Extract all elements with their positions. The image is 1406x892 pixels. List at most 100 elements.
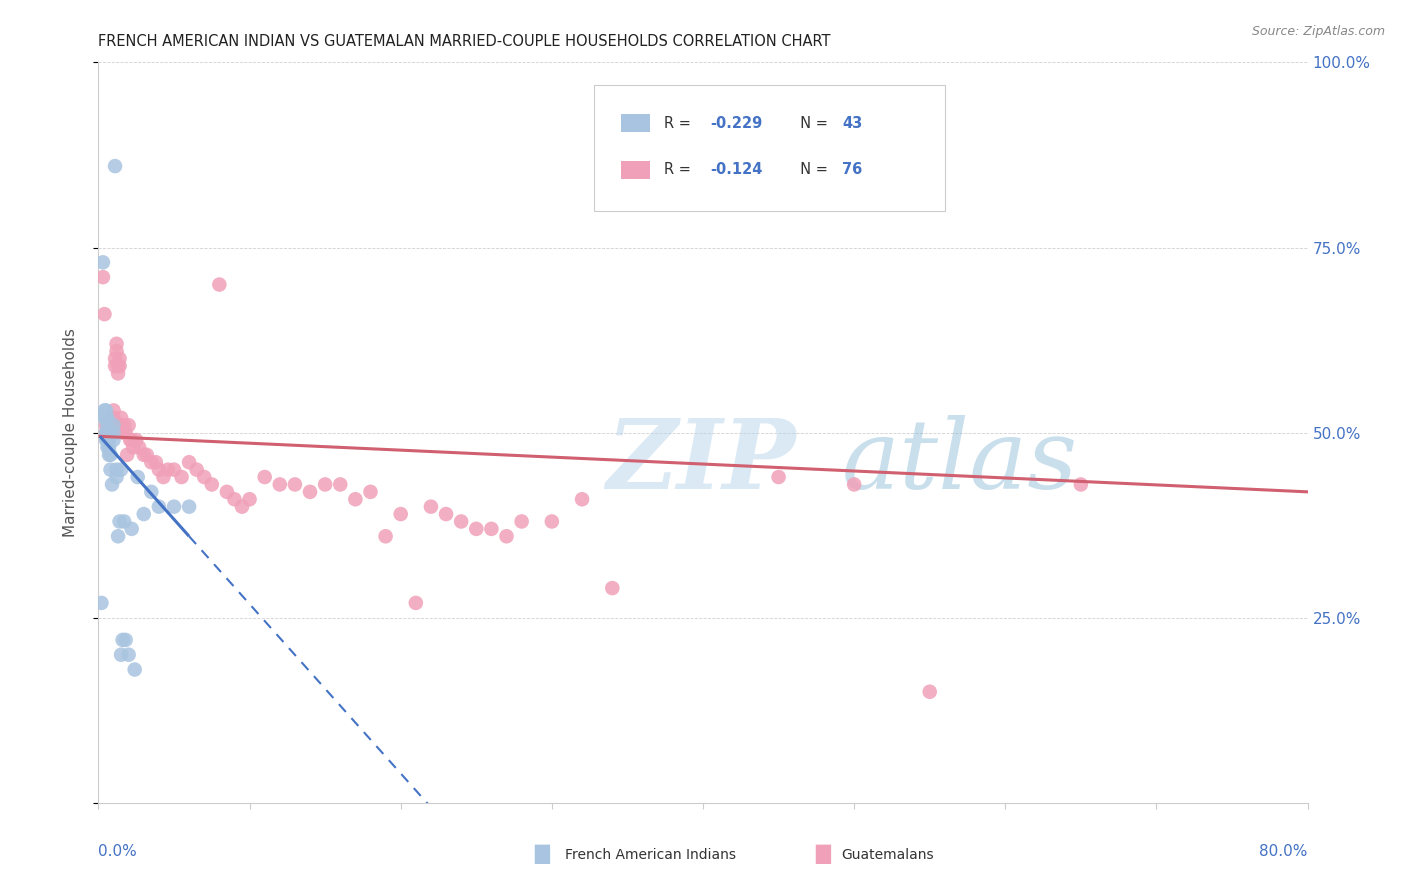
Bar (621, 161, 650, 178)
Point (110, 418, 132, 433)
Point (93, 307, 115, 321)
FancyBboxPatch shape (595, 85, 945, 211)
Point (284, 477, 307, 491)
Point (105, 336, 128, 351)
Text: Guatemalans: Guatemalans (841, 847, 934, 862)
Point (93, 410, 115, 425)
Point (104, 359, 127, 373)
Point (96, 433, 118, 447)
Point (91, 270, 114, 285)
Point (98, 425, 121, 440)
Point (101, 418, 124, 433)
Point (510, 515, 533, 529)
Point (148, 500, 170, 514)
Text: █: █ (534, 845, 550, 864)
Point (125, 433, 148, 447)
Point (98, 441, 121, 455)
Point (450, 515, 472, 529)
Text: ZIP: ZIP (606, 416, 796, 509)
Point (163, 462, 186, 476)
Point (128, 441, 150, 455)
Point (103, 418, 125, 433)
Point (481, 522, 503, 536)
Point (344, 492, 367, 507)
Point (208, 277, 231, 292)
Point (98, 433, 121, 447)
Point (118, 418, 141, 433)
Point (98, 425, 121, 440)
Point (121, 433, 143, 447)
Point (96, 418, 118, 433)
Point (152, 470, 174, 484)
Text: Source: ZipAtlas.com: Source: ZipAtlas.com (1251, 25, 1385, 38)
Point (114, 632, 136, 647)
Point (114, 425, 136, 440)
Point (94, 425, 117, 440)
Point (918, 685, 941, 699)
Point (132, 507, 155, 521)
Point (329, 477, 352, 491)
Text: 80.0%: 80.0% (1260, 845, 1308, 860)
Point (156, 462, 179, 476)
Point (179, 455, 201, 469)
Text: French American Indians: French American Indians (565, 847, 737, 862)
Point (94, 403, 117, 417)
Point (122, 441, 145, 455)
Text: 43: 43 (842, 116, 862, 130)
Point (94, 425, 117, 440)
Point (145, 455, 167, 469)
Point (405, 596, 427, 610)
Point (141, 484, 163, 499)
Point (107, 359, 129, 373)
Point (108, 351, 131, 366)
Point (121, 522, 143, 536)
Point (111, 632, 134, 647)
Point (94, 433, 117, 447)
Point (94, 418, 117, 433)
Point (314, 477, 336, 491)
Point (110, 462, 132, 476)
Point (93, 403, 115, 417)
Point (148, 462, 170, 476)
Text: FRENCH AMERICAN INDIAN VS GUATEMALAN MARRIED-COUPLE HOUSEHOLDS CORRELATION CHART: FRENCH AMERICAN INDIAN VS GUATEMALAN MAR… (98, 34, 831, 49)
Point (100, 448, 122, 462)
Point (96, 425, 118, 440)
Point (224, 492, 246, 507)
Point (389, 507, 412, 521)
Point (193, 470, 215, 484)
Point (101, 477, 124, 491)
Point (269, 477, 291, 491)
Text: R =: R = (664, 162, 696, 178)
Point (215, 484, 238, 499)
Point (112, 515, 135, 529)
Point (103, 433, 125, 447)
Point (179, 500, 201, 514)
Text: -0.229: -0.229 (710, 116, 762, 130)
Point (104, 351, 127, 366)
Point (465, 522, 488, 536)
Point (602, 581, 624, 595)
Point (107, 529, 129, 543)
Point (540, 515, 562, 529)
Text: 76: 76 (842, 162, 862, 178)
Text: N =: N = (792, 162, 832, 178)
Point (110, 648, 132, 662)
Point (115, 448, 138, 462)
Point (91, 255, 114, 269)
Point (111, 425, 134, 440)
Text: R =: R = (664, 116, 696, 130)
Point (96, 410, 118, 425)
Text: atlas: atlas (842, 416, 1078, 509)
Point (101, 410, 124, 425)
Point (163, 500, 186, 514)
Point (108, 515, 131, 529)
Point (253, 470, 276, 484)
Point (170, 470, 193, 484)
Text: N =: N = (792, 116, 832, 130)
Point (107, 367, 129, 381)
Point (96, 425, 118, 440)
Point (110, 410, 132, 425)
Point (231, 500, 253, 514)
Point (135, 448, 157, 462)
Text: -0.124: -0.124 (710, 162, 762, 178)
